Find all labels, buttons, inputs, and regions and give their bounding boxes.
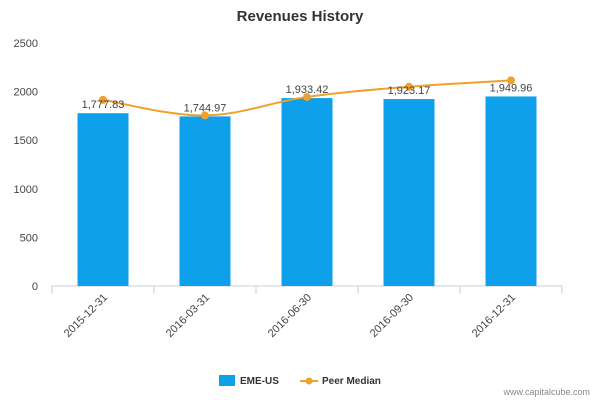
- y-tick-label: 2000: [14, 87, 38, 99]
- x-tick-label: 2016-09-30: [368, 292, 416, 340]
- bar-series: [77, 96, 537, 287]
- x-tick-label: 2016-06-30: [266, 292, 314, 340]
- legend-swatch-eme-us: [219, 375, 235, 386]
- bar: [179, 116, 231, 286]
- legend-label-peer-median: Peer Median: [322, 376, 381, 387]
- bar: [77, 113, 129, 287]
- data-labels: 1,777.83 1,744.97 1,933.42 1,923.17 1,949.96: [82, 82, 533, 114]
- bar: [383, 99, 435, 287]
- bar-data-label: 1,949.96: [490, 82, 533, 94]
- y-tick-label: 2500: [14, 38, 38, 50]
- bar: [281, 98, 333, 286]
- peer-median-point: [201, 111, 209, 120]
- y-axis: 0 500 1000 1500 2000 2500: [14, 38, 38, 293]
- x-axis: 2015-12-31 2016-03-31 2016-06-30 2016-09-30…: [51, 286, 563, 340]
- bar-data-label: 1,933.42: [286, 84, 329, 96]
- legend: EME-US Peer Median: [219, 375, 381, 387]
- bar: [485, 96, 537, 286]
- credit-text: www.capitalcube.com: [502, 387, 590, 397]
- peer-median-point: [405, 82, 413, 91]
- bar-data-label: 1,744.97: [184, 102, 227, 114]
- peer-median-point: [303, 92, 311, 101]
- y-tick-label: 500: [20, 232, 38, 244]
- y-tick-label: 1000: [14, 184, 38, 196]
- x-tick-label: 2016-03-31: [164, 292, 212, 340]
- peer-median-point: [507, 76, 515, 85]
- x-tick-label: 2015-12-31: [62, 292, 110, 340]
- peer-median-point: [99, 95, 107, 104]
- legend-swatch-peer-median-marker: [305, 377, 313, 385]
- y-tick-label: 1500: [14, 135, 38, 147]
- bar-data-label: 1,923.17: [388, 85, 431, 97]
- chart-title: Revenues History: [237, 8, 364, 25]
- x-tick-label: 2016-12-31: [470, 292, 518, 340]
- bar-data-label: 1,777.83: [82, 99, 125, 111]
- peer-median-series: [99, 76, 515, 120]
- y-tick-label: 0: [32, 281, 38, 293]
- legend-label-eme-us: EME-US: [240, 376, 279, 387]
